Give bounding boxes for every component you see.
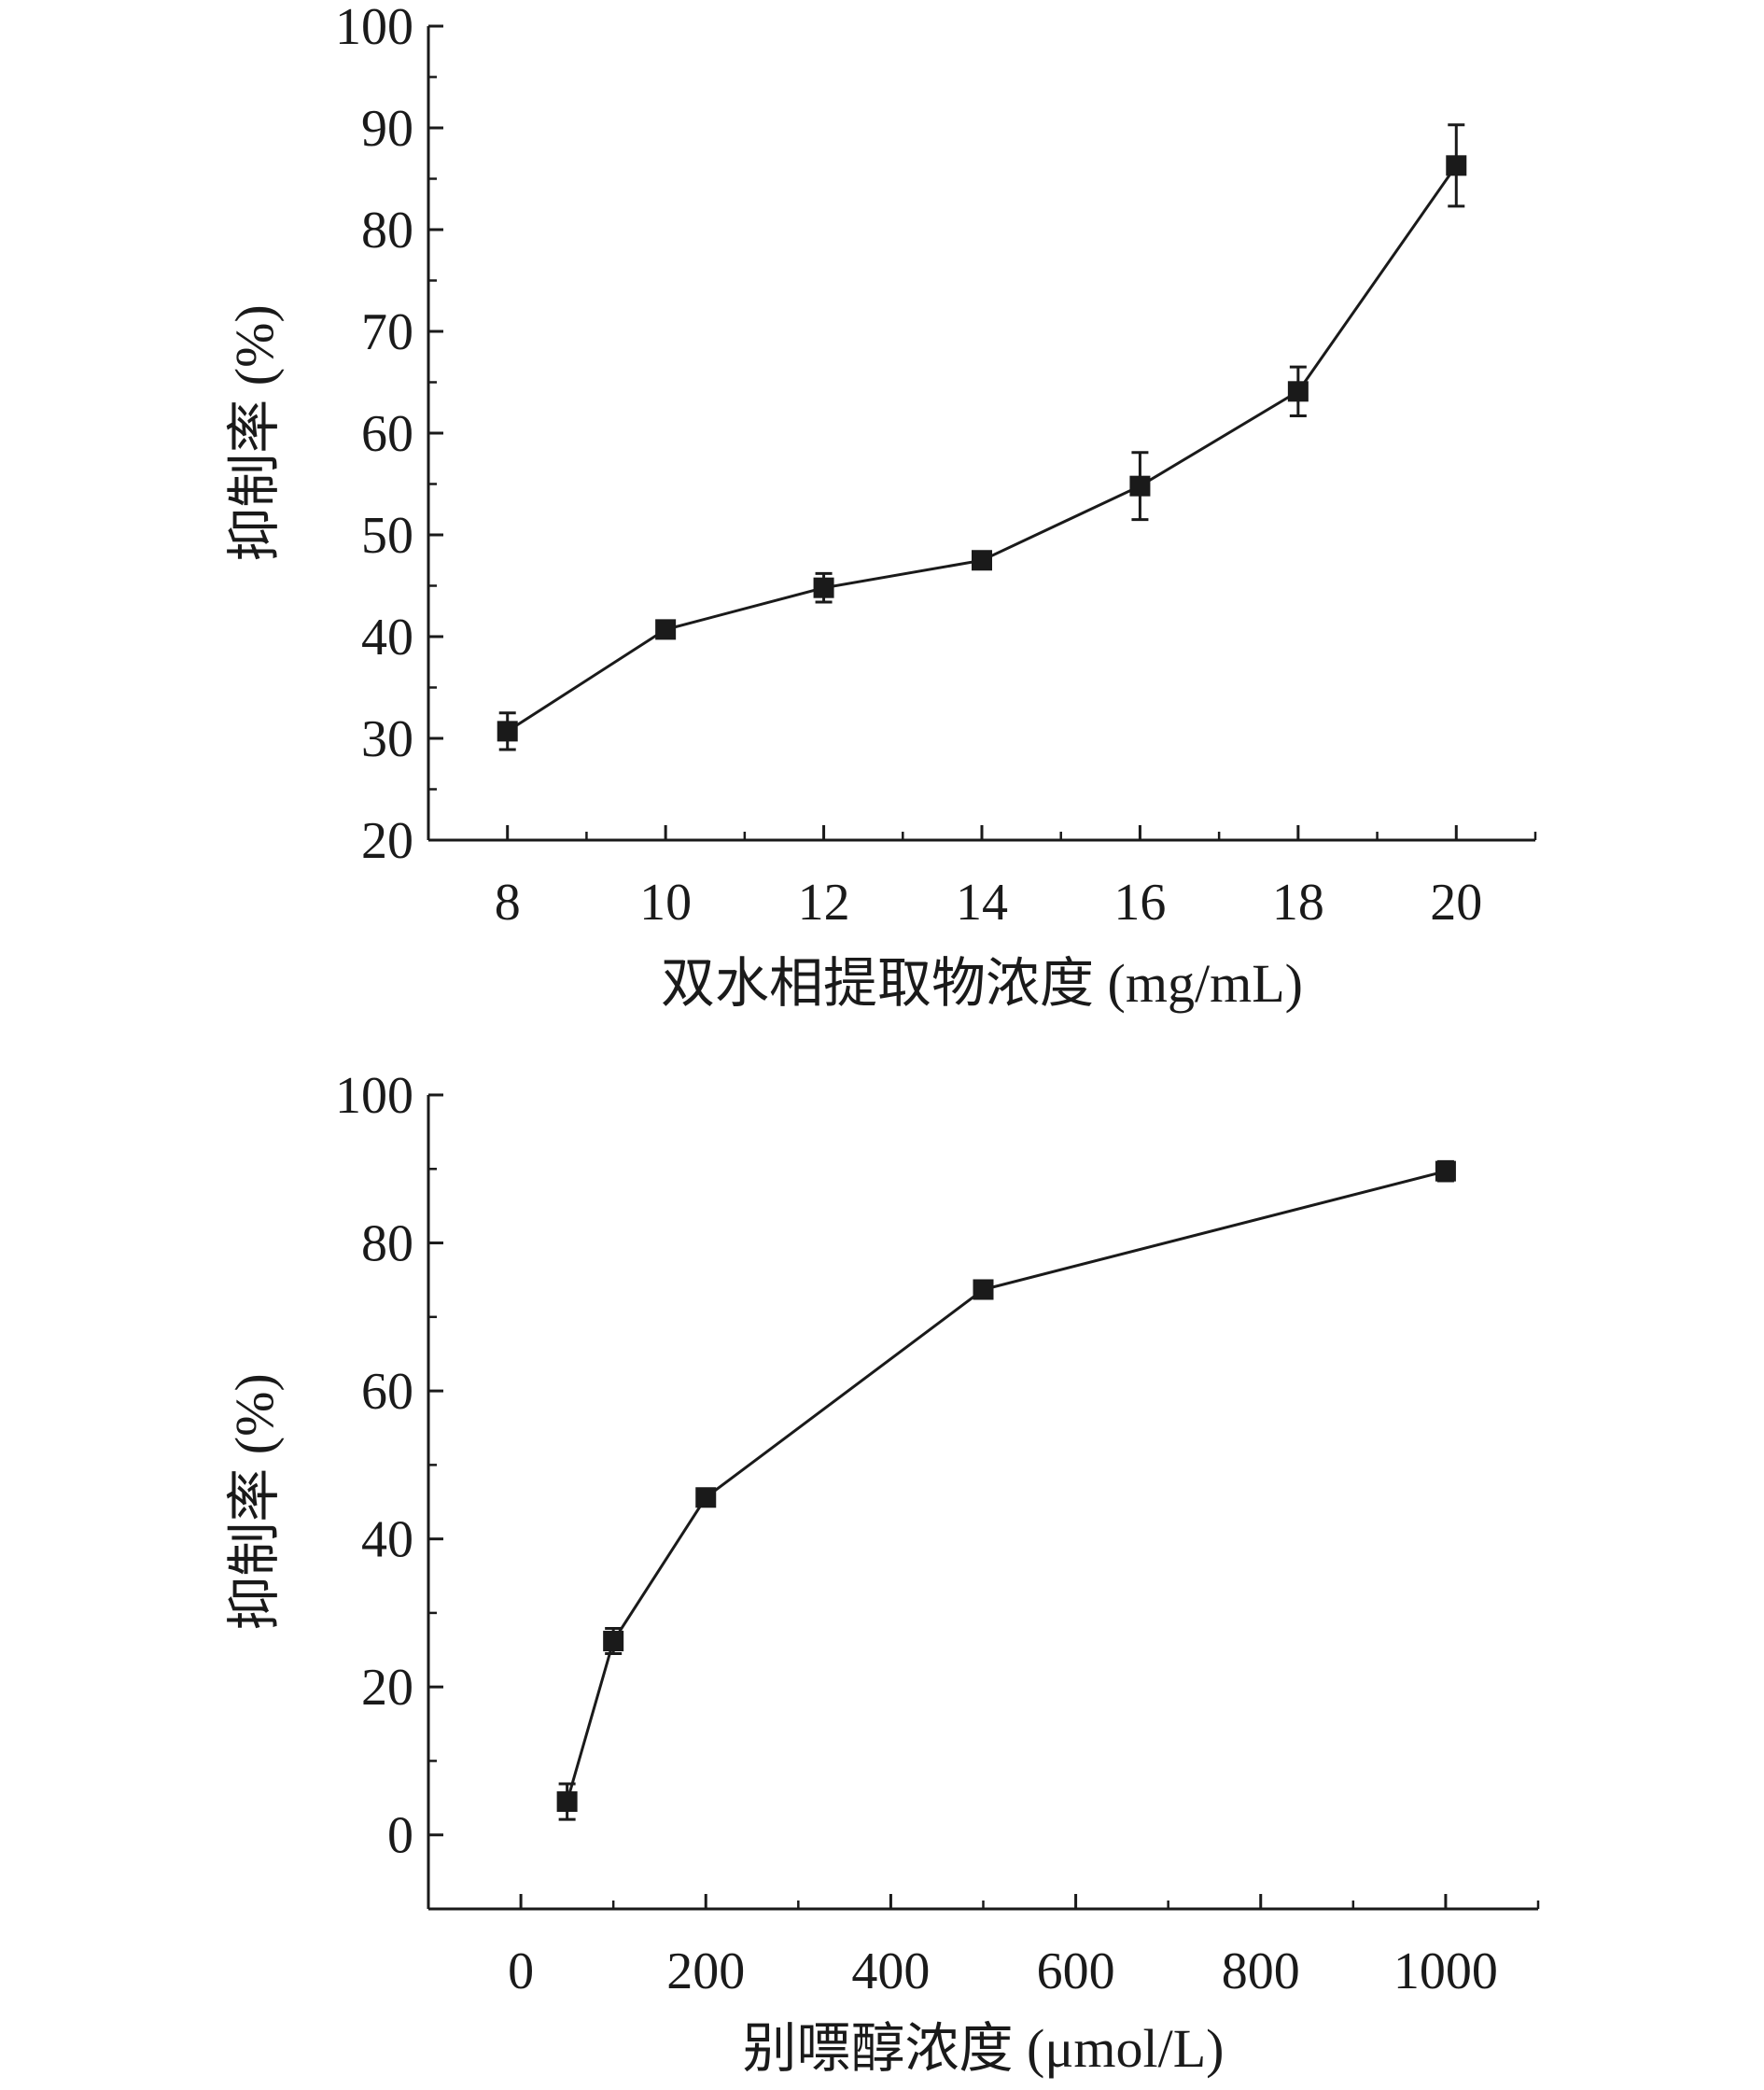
x-tick-label: 12 xyxy=(798,874,850,932)
y-tick-label: 80 xyxy=(361,202,413,259)
x-tick-label: 16 xyxy=(1113,874,1166,932)
x-tick-label: 18 xyxy=(1272,874,1324,932)
chart-2-x-axis-title: 别嘌醇浓度 (μmol/L) xyxy=(743,2018,1225,2079)
y-tick-label: 100 xyxy=(335,0,413,56)
series-line xyxy=(506,164,1458,733)
chart-1-axes xyxy=(427,26,1535,842)
series-line xyxy=(566,1170,1447,1802)
y-tick-label: 100 xyxy=(335,1067,413,1125)
chart-2-axes xyxy=(427,1095,1538,1911)
data-point-marker xyxy=(973,1279,994,1300)
y-tick-label: 0 xyxy=(387,1807,413,1865)
chart-1-x-axis-title: 双水相提取物浓度 (mg/mL) xyxy=(661,953,1303,1014)
chart-1-y-axis-title: 抑制率 (%) xyxy=(224,304,285,561)
y-tick-label: 70 xyxy=(361,303,413,361)
y-tick-label: 40 xyxy=(361,1511,413,1569)
chart-1-inhibition-vs-extract: 8 10 12 14 16 18 20 20 30 40 50 60 70 80 90 100 双水相提取物… xyxy=(224,0,1537,1014)
x-tick-label: 8 xyxy=(495,874,521,932)
x-tick-label: 10 xyxy=(639,874,692,932)
y-tick-label: 90 xyxy=(361,100,413,158)
chart-2-inhibition-vs-allopurinol: 0 200 400 600 800 1000 0 20 40 60 80 100 别嘌醇浓度 (μm… xyxy=(224,1067,1540,2079)
y-tick-label: 20 xyxy=(361,1659,413,1717)
data-point-marker xyxy=(603,1631,624,1652)
y-tick-label: 60 xyxy=(361,405,413,463)
y-tick-label: 50 xyxy=(361,507,413,565)
data-point-marker xyxy=(1446,155,1467,176)
x-tick-label: 1000 xyxy=(1393,1943,1498,2000)
data-point-marker xyxy=(695,1487,717,1508)
chart-1-series xyxy=(497,123,1467,751)
chart-1-y-ticks: 20 30 40 50 60 70 80 90 100 xyxy=(335,0,443,870)
chart-2-y-axis-title: 抑制率 (%) xyxy=(224,1373,285,1630)
data-point-marker xyxy=(1129,475,1151,497)
chart-1-x-ticks: 8 10 12 14 16 18 20 xyxy=(427,825,1537,932)
y-tick-label: 80 xyxy=(361,1215,413,1273)
data-point-marker xyxy=(655,619,677,640)
data-point-marker xyxy=(972,550,992,571)
chart-2-x-ticks: 0 200 400 600 800 1000 xyxy=(427,1894,1540,2000)
y-tick-label: 40 xyxy=(361,609,413,666)
x-tick-label: 400 xyxy=(851,1943,930,2000)
y-tick-label: 30 xyxy=(361,710,413,768)
data-point-marker xyxy=(1287,381,1309,402)
x-tick-label: 14 xyxy=(956,874,1008,932)
x-tick-label: 600 xyxy=(1037,1943,1115,2000)
data-point-marker xyxy=(813,577,834,598)
x-tick-label: 800 xyxy=(1222,1943,1300,2000)
y-tick-label: 20 xyxy=(361,812,413,870)
data-point-marker xyxy=(1435,1160,1456,1182)
data-point-marker xyxy=(556,1791,578,1813)
data-point-marker xyxy=(497,721,518,742)
chart-2-y-ticks: 0 20 40 60 80 100 xyxy=(335,1067,443,1911)
x-tick-label: 200 xyxy=(666,1943,745,2000)
y-tick-label: 60 xyxy=(361,1363,413,1421)
x-tick-label: 20 xyxy=(1430,874,1482,932)
x-tick-label: 0 xyxy=(508,1943,534,2000)
chart-2-series xyxy=(556,1159,1456,1821)
